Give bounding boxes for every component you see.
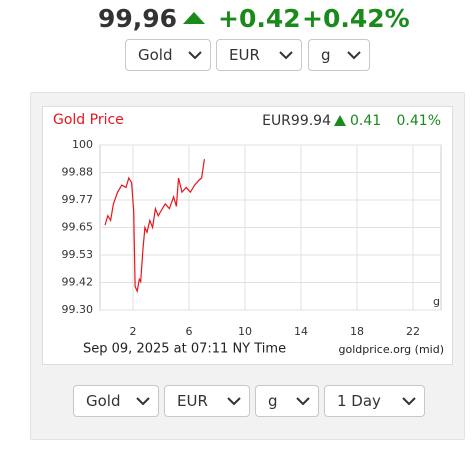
y-tick-label: 99.88 [62,166,94,179]
x-tick-label: 6 [186,325,193,338]
chevron [188,51,202,60]
x-tick-label: 2 [130,325,137,338]
chart-change: 0.41 [350,113,381,129]
source: goldprice.org (mid) [339,343,445,356]
x-tick-label: 18 [350,325,364,338]
chevron [227,397,241,406]
change-pct: +0.42% [302,4,410,33]
chevron [136,397,150,406]
dropdown[interactable]: EUR [216,39,302,71]
chart: Gold Price EUR99.94 0.41 0.41% Sep 09, 2… [42,106,453,365]
price-header: 99,96 +0.42 +0.42% [0,2,473,36]
dropdown[interactable]: 1 Day [324,385,425,417]
x-tick-label: 10 [238,325,252,338]
chart-price: EUR99.94 [262,113,331,129]
dropdown[interactable]: Gold [125,39,211,71]
dropdown-label: EUR [177,392,208,410]
timestamp: Sep 09, 2025 at 07:11 NY Time [83,342,286,357]
y-tick-label: 100 [72,138,93,151]
dropdown-label: g [321,46,331,64]
x-tick-label: 22 [406,325,420,338]
y-tick-label: 99.30 [62,303,94,316]
chevron [279,51,293,60]
x-tick-label: 14 [294,325,308,338]
y-tick-label: 99.53 [62,248,94,261]
dropdown-label: EUR [229,46,260,64]
chart-title: Gold Price [53,112,124,128]
dropdown-label: g [268,392,278,410]
dropdown[interactable]: g [308,39,370,71]
y-tick-label: 99.65 [62,221,94,234]
dropdown-label: 1 Day [337,392,381,410]
dropdown[interactable]: Gold [73,385,159,417]
dropdown[interactable]: EUR [164,385,250,417]
chevron [347,51,361,60]
unit-label: g [433,295,440,308]
up-arrow [183,12,205,24]
chart-change-pct: 0.41% [397,113,441,129]
chevron [296,397,310,406]
chevron [402,397,416,406]
dropdown[interactable]: g [255,385,319,417]
change: +0.42 [218,4,301,33]
dropdown-label: Gold [138,46,173,64]
price-line [104,159,205,294]
y-tick-label: 99.42 [62,275,94,288]
chart-frame [42,106,453,365]
y-tick-label: 99.77 [62,193,94,206]
price: 99,96 [98,4,178,33]
dropdown-label: Gold [86,392,121,410]
chart-up-arrow [334,115,346,126]
